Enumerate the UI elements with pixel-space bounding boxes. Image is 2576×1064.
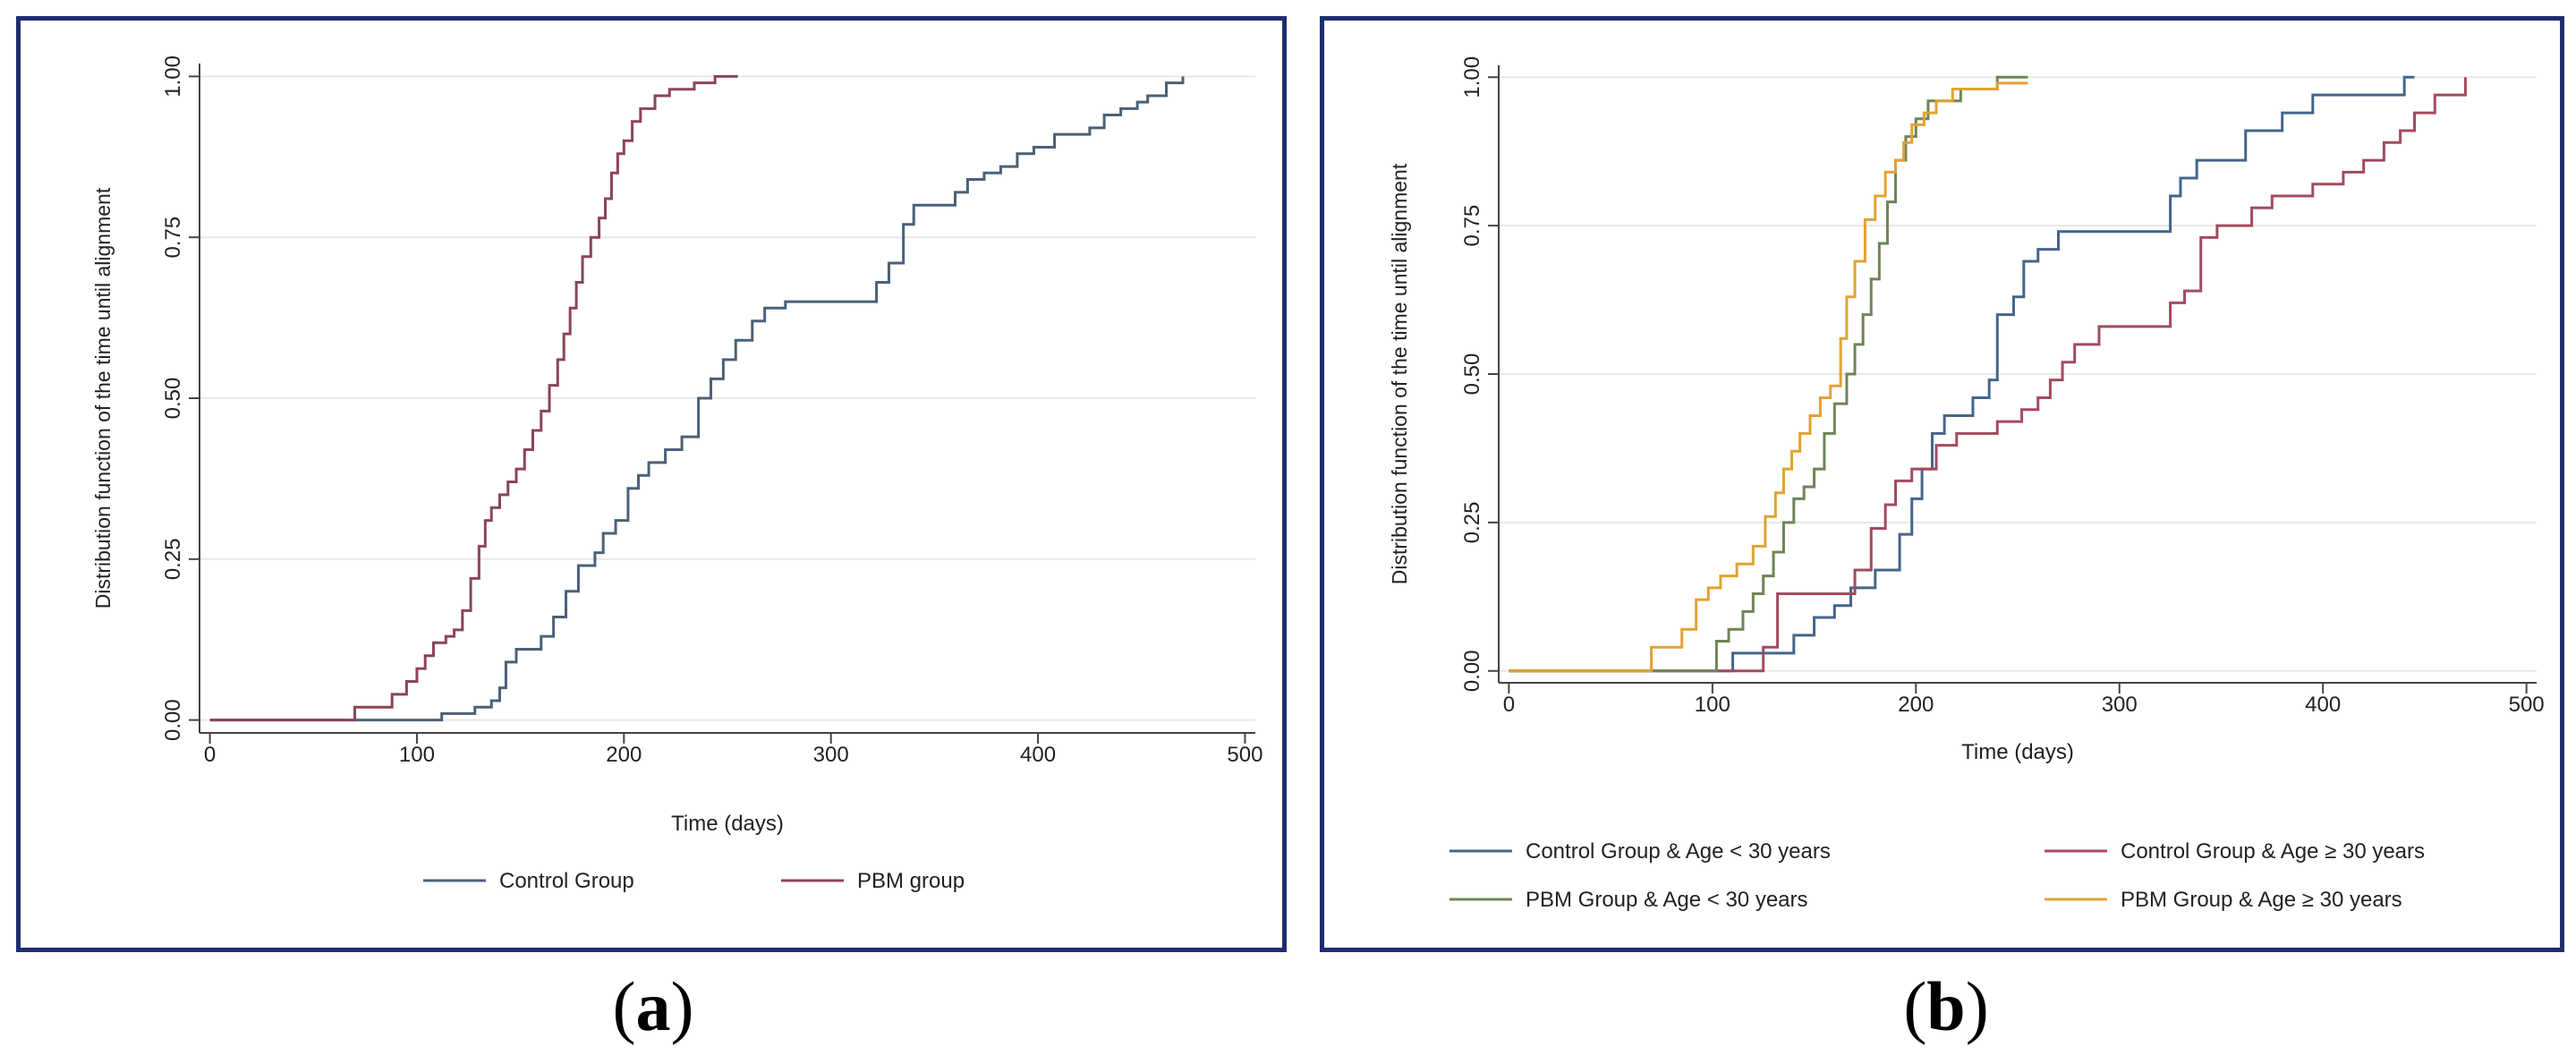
x-tick-label: 400 (1020, 743, 1056, 767)
x-tick-label: 300 (2102, 693, 2138, 717)
series-line (1509, 81, 2028, 673)
y-tick-label: 0.00 (161, 699, 185, 741)
chart-panel-a: 0.00 0.25 0.50 0.75 1.00 0 100 200 300 400 500 Dist… (16, 16, 1287, 952)
caption-a: (a) (474, 966, 832, 1047)
series-line (1509, 75, 2415, 673)
x-tick-label: 0 (204, 743, 216, 767)
caption-a-letter: a (635, 967, 671, 1045)
chart-b: 0.00 0.25 0.50 0.75 1.00 0 100 200 300 400 500 Dist… (1388, 56, 2545, 912)
y-axis-title: Distribution function of the time until … (91, 187, 115, 609)
x-tick-label: 400 (2305, 693, 2341, 717)
x-tick-label: 100 (399, 743, 435, 767)
x-tick-label: 200 (1898, 693, 1934, 717)
y-tick-label: 0.75 (161, 217, 185, 259)
caption-b: (b) (1767, 966, 2125, 1047)
caption-a-open: ( (612, 967, 636, 1045)
y-tick-label: 0.50 (1460, 353, 1484, 396)
caption-a-close: ) (670, 967, 694, 1045)
y-tick-label: 0.00 (1460, 650, 1484, 692)
x-axis-title: Time (days) (671, 812, 784, 836)
legend-label: PBM Group & Age ≥ 30 years (2121, 888, 2402, 912)
series-line (209, 74, 738, 722)
x-tick-label: 500 (2509, 693, 2545, 717)
legend-label: Control Group & Age < 30 years (1526, 839, 1831, 864)
x-tick-label: 500 (1227, 743, 1262, 767)
caption-b-close: ) (1965, 967, 1989, 1045)
x-axis-title: Time (days) (1961, 740, 2074, 764)
caption-b-open: ( (1903, 967, 1927, 1045)
series-line (1509, 75, 2028, 673)
y-tick-label: 0.25 (161, 538, 185, 580)
y-tick-label: 1.00 (161, 55, 185, 98)
y-axis-title: Distribution function of the time until … (1388, 163, 1411, 584)
series-line (209, 76, 1185, 722)
x-tick-label: 0 (1503, 693, 1515, 717)
x-tick-label: 200 (606, 743, 642, 767)
y-tick-label: 1.00 (1460, 56, 1484, 98)
y-tick-label: 0.25 (1460, 502, 1484, 544)
legend-label: Control Group & Age ≥ 30 years (2121, 839, 2425, 864)
x-tick-label: 100 (1695, 693, 1730, 717)
chart-a: 0.00 0.25 0.50 0.75 1.00 0 100 200 300 400 500 Dist… (91, 55, 1262, 893)
legend-label: PBM Group & Age < 30 years (1526, 888, 1808, 912)
legend-label: PBM group (857, 869, 965, 893)
series-line (1509, 77, 2467, 673)
legend-label: Control Group (499, 869, 634, 893)
y-tick-label: 0.75 (1460, 205, 1484, 247)
y-tick-label: 0.50 (161, 378, 185, 420)
x-tick-label: 300 (813, 743, 849, 767)
chart-panel-b: 0.00 0.25 0.50 0.75 1.00 0 100 200 300 400 500 Dist… (1320, 16, 2564, 952)
caption-b-letter: b (1926, 967, 1966, 1045)
